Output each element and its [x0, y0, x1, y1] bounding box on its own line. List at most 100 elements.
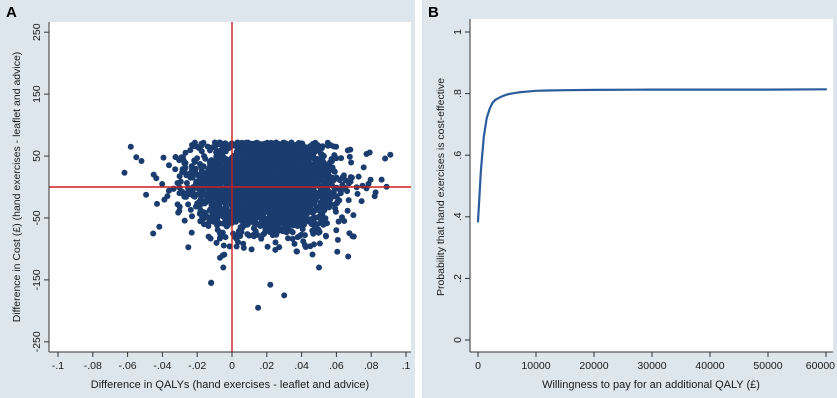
scatter-point: [257, 148, 264, 155]
x-tick-label: 0: [229, 360, 235, 372]
scatter-point: [222, 234, 229, 241]
scatter-point: [326, 179, 333, 186]
scatter-point: [156, 223, 163, 230]
scatter-point: [213, 153, 220, 160]
panel-a-reference-lines: [49, 22, 411, 352]
panel-a: A -.1 -.08 -.06 -.04 -.02 0 .02 .04 .06 .08 .1 250 1…: [0, 0, 415, 398]
scatter-point: [267, 139, 274, 146]
scatter-point: [330, 143, 337, 150]
scatter-point: [246, 164, 253, 170]
scatter-point: [237, 224, 244, 231]
scatter-point: [226, 145, 233, 151]
scatter-point: [310, 149, 317, 156]
scatter-point: [234, 150, 241, 156]
panel-b-plot-area: [470, 19, 833, 352]
scatter-point: [255, 304, 262, 311]
scatter-point: [166, 162, 172, 169]
scatter-point: [316, 240, 323, 247]
scatter-point: [270, 200, 277, 206]
scatter-point: [238, 229, 245, 235]
scatter-point: [233, 243, 240, 250]
scatter-point: [346, 153, 353, 160]
scatter-point: [187, 147, 194, 154]
scatter-point: [314, 214, 321, 221]
scatter-point: [339, 214, 345, 221]
scatter-point: [312, 189, 319, 196]
x-tick-label: 0: [475, 360, 481, 372]
scatter-point: [223, 223, 230, 230]
scatter-point: [283, 159, 290, 166]
scatter-point: [221, 214, 228, 221]
scatter-point: [185, 201, 192, 208]
y-tick-label: 0: [452, 337, 464, 343]
scatter-point: [200, 209, 207, 216]
scatter-point: [216, 164, 223, 171]
scatter-point: [328, 156, 335, 162]
scatter-point: [312, 174, 319, 181]
x-tick-label: .02: [259, 360, 274, 372]
scatter-point: [338, 155, 345, 162]
scatter-point: [237, 171, 244, 178]
scatter-point: [207, 147, 213, 154]
scatter-point: [252, 179, 259, 186]
scatter-point: [276, 186, 283, 193]
scatter-point: [250, 231, 257, 238]
x-tick-label: .08: [364, 360, 379, 372]
scatter-point: [300, 169, 307, 176]
scatter-point: [350, 233, 357, 240]
scatter-point: [200, 139, 207, 146]
scatter-point: [212, 204, 219, 211]
panel-a-y-axis-label: Difference in Cost (£) (hand exercises -…: [11, 52, 23, 323]
scatter-point: [322, 215, 329, 222]
scatter-point: [221, 194, 228, 201]
scatter-point: [165, 187, 172, 194]
panel-a-x-axis-label: Difference in QALYs (hand exercises - le…: [91, 379, 369, 391]
scatter-point: [176, 203, 183, 210]
scatter-point: [346, 230, 353, 237]
scatter-point: [206, 195, 213, 202]
scatter-point: [288, 228, 295, 235]
panel-a-points: [121, 139, 394, 311]
scatter-point: [221, 251, 228, 258]
scatter-point: [333, 227, 340, 234]
scatter-point: [291, 181, 298, 188]
scatter-point: [271, 167, 278, 174]
scatter-point: [316, 207, 323, 214]
scatter-point: [358, 198, 365, 205]
scatter-point: [277, 206, 283, 212]
scatter-point: [175, 209, 182, 216]
scatter-point: [227, 218, 234, 225]
x-tick-label: 30000: [637, 360, 666, 372]
scatter-point: [214, 226, 221, 233]
scatter-point: [160, 154, 167, 161]
y-tick-label: -250: [31, 331, 43, 352]
scatter-point: [365, 180, 372, 187]
scatter-point: [198, 163, 205, 170]
y-tick-label: 250: [31, 23, 43, 41]
scatter-point: [191, 158, 198, 165]
scatter-point: [250, 225, 257, 232]
x-tick-label: -.1: [52, 360, 64, 372]
scatter-point: [181, 168, 188, 175]
series-line: [476, 88, 828, 223]
scatter-point: [285, 221, 292, 228]
scatter-point: [207, 159, 214, 166]
panel-b-x-axis-label: Willingness to pay for an additional QAL…: [542, 379, 760, 391]
scatter-point: [334, 248, 341, 255]
scatter-point: [159, 181, 166, 187]
scatter-point: [245, 186, 252, 193]
scatter-point: [206, 206, 213, 213]
scatter-point: [322, 175, 329, 182]
y-tick-label: -150: [31, 269, 43, 290]
scatter-point: [241, 156, 248, 163]
scatter-point: [264, 157, 271, 164]
panel-a-label: A: [6, 4, 17, 21]
scatter-point: [280, 153, 287, 160]
scatter-point: [363, 151, 370, 157]
scatter-point: [332, 201, 339, 208]
scatter-point: [295, 210, 302, 216]
panel-b-label: B: [428, 4, 439, 21]
scatter-point: [254, 188, 261, 194]
scatter-point: [257, 176, 264, 183]
scatter-point: [322, 197, 328, 204]
